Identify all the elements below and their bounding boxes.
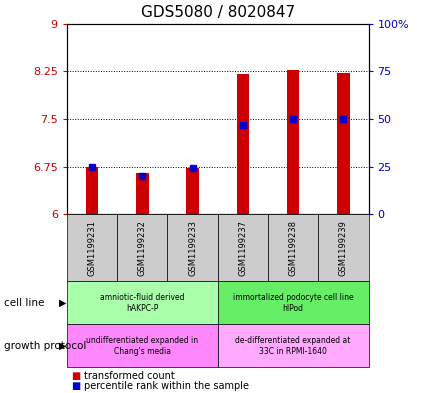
- Text: de-differentiated expanded at
33C in RPMI-1640: de-differentiated expanded at 33C in RPM…: [235, 336, 350, 356]
- Text: GSM1199237: GSM1199237: [238, 220, 247, 275]
- Text: immortalized podocyte cell line
hIPod: immortalized podocyte cell line hIPod: [232, 292, 353, 313]
- Text: cell line: cell line: [4, 298, 45, 308]
- Text: ■: ■: [71, 371, 80, 381]
- Text: amniotic-fluid derived
hAKPC-P: amniotic-fluid derived hAKPC-P: [100, 292, 184, 313]
- Title: GDS5080 / 8020847: GDS5080 / 8020847: [140, 5, 294, 20]
- Bar: [135, 173, 148, 214]
- Text: transformed count: transformed count: [84, 371, 175, 381]
- Bar: [186, 169, 198, 214]
- Bar: [236, 74, 249, 214]
- Bar: [336, 73, 349, 214]
- Bar: [286, 70, 299, 214]
- Text: GSM1199232: GSM1199232: [138, 220, 146, 275]
- Text: ▶: ▶: [58, 341, 66, 351]
- Text: GSM1199239: GSM1199239: [338, 220, 347, 275]
- Text: growth protocol: growth protocol: [4, 341, 86, 351]
- Text: ▶: ▶: [58, 298, 66, 308]
- Text: GSM1199238: GSM1199238: [288, 220, 297, 275]
- Text: GSM1199231: GSM1199231: [87, 220, 96, 275]
- Bar: [86, 167, 98, 214]
- Text: GSM1199233: GSM1199233: [187, 220, 197, 275]
- Text: percentile rank within the sample: percentile rank within the sample: [84, 381, 249, 391]
- Text: undifferentiated expanded in
Chang's media: undifferentiated expanded in Chang's med…: [86, 336, 198, 356]
- Text: ■: ■: [71, 381, 80, 391]
